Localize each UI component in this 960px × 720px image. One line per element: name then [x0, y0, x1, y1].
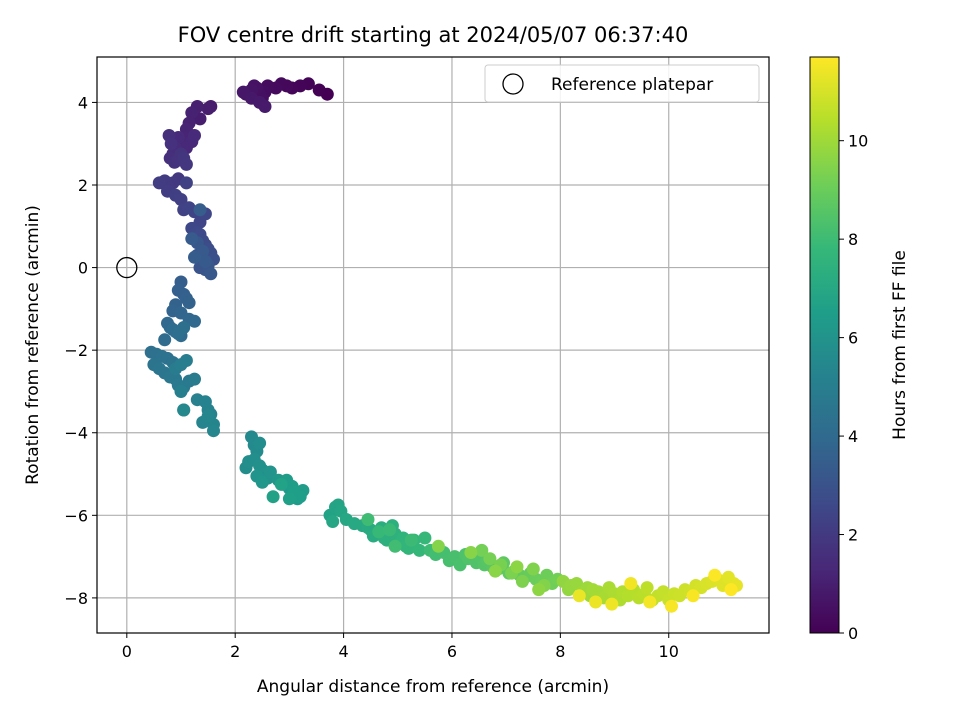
data-point — [605, 597, 619, 611]
data-point — [179, 157, 193, 171]
data-point — [464, 546, 478, 559]
data-point — [174, 193, 188, 206]
legend-box — [484, 64, 760, 103]
data-point — [207, 424, 220, 438]
data-point — [383, 523, 397, 537]
data-point — [643, 595, 657, 609]
data-point — [418, 531, 432, 545]
y-tick-label: 4 — [78, 93, 88, 112]
colorbar-tick-label: 8 — [848, 230, 858, 249]
data-point — [258, 100, 272, 113]
x-axis-label: Angular distance from reference (arcmin) — [257, 677, 609, 697]
data-point — [152, 176, 166, 190]
y-tick-label: 0 — [78, 259, 88, 278]
data-point — [188, 314, 201, 328]
legend: Reference platepar — [484, 64, 760, 103]
legend-label: Reference platepar — [551, 75, 713, 95]
data-point — [185, 232, 199, 246]
x-tick-label: 2 — [230, 642, 240, 661]
x-tick-label: 4 — [338, 642, 348, 661]
y-tick-label: −8 — [64, 589, 88, 608]
x-tick-label: 8 — [555, 642, 565, 661]
data-point — [724, 583, 738, 597]
data-point — [182, 296, 196, 310]
y-tick-label: 2 — [78, 176, 88, 195]
data-point — [372, 525, 386, 539]
data-point — [253, 436, 267, 450]
ticks-layer: 0 2 4 6 8 10 −8 −6 −4 −2 0 2 4 — [64, 93, 679, 661]
data-point — [188, 129, 201, 142]
data-point — [413, 543, 426, 557]
data-point — [483, 552, 497, 566]
data-point — [177, 403, 191, 417]
x-tick-label: 6 — [447, 642, 457, 661]
data-point — [488, 564, 502, 578]
colorbar-label: Hours from first FF file — [890, 250, 910, 440]
colorbar — [809, 56, 840, 634]
colorbar-tick-label: 4 — [848, 427, 858, 446]
colorbar-ticks: 0 2 4 6 8 10 — [839, 132, 868, 643]
reference-marker — [116, 256, 138, 279]
data-point — [708, 568, 722, 582]
data-point — [431, 539, 445, 553]
data-point — [526, 562, 540, 576]
data-point — [204, 267, 218, 281]
data-point — [185, 106, 199, 120]
data-point — [158, 333, 172, 347]
data-point — [589, 595, 603, 609]
data-point — [179, 176, 193, 190]
points-layer — [144, 77, 743, 613]
data-point — [326, 515, 340, 528]
data-point — [475, 543, 489, 557]
colorbar-tick-label: 10 — [848, 132, 868, 151]
colorbar-tick-label: 2 — [848, 526, 858, 545]
data-point — [198, 254, 212, 268]
y-axis-label: Rotation from reference (arcmin) — [23, 205, 43, 485]
data-point — [193, 203, 207, 217]
data-point — [177, 321, 191, 334]
data-point — [188, 250, 201, 264]
data-point — [266, 490, 280, 504]
data-point — [282, 492, 296, 506]
y-tick-label: −6 — [64, 506, 88, 525]
data-point — [174, 385, 188, 398]
x-tick-label: 10 — [659, 642, 679, 661]
chart-title: FOV centre drift starting at 2024/05/07 … — [178, 23, 689, 47]
data-point — [640, 581, 654, 595]
data-point — [361, 513, 375, 526]
y-tick-label: −2 — [64, 341, 88, 360]
data-point — [388, 539, 402, 553]
data-point — [624, 577, 638, 590]
y-tick-label: −4 — [64, 424, 88, 443]
data-point — [665, 599, 678, 613]
legend-marker — [502, 73, 524, 95]
data-point — [686, 589, 700, 603]
data-point — [201, 409, 215, 423]
data-point — [510, 560, 524, 574]
data-point — [188, 372, 201, 386]
data-point — [572, 589, 586, 603]
colorbar-tick-label: 6 — [848, 329, 858, 348]
data-point — [404, 533, 418, 547]
x-tick-label: 0 — [122, 642, 132, 661]
colorbar-tick-label: 0 — [848, 624, 858, 643]
data-point — [201, 102, 215, 116]
plot-frame — [96, 56, 770, 634]
data-point — [164, 137, 178, 151]
data-point — [274, 477, 288, 491]
data-point — [312, 83, 326, 97]
data-point — [515, 574, 529, 588]
data-point — [263, 465, 277, 479]
data-point — [532, 583, 546, 597]
data-point — [179, 354, 193, 367]
data-point — [255, 475, 269, 489]
